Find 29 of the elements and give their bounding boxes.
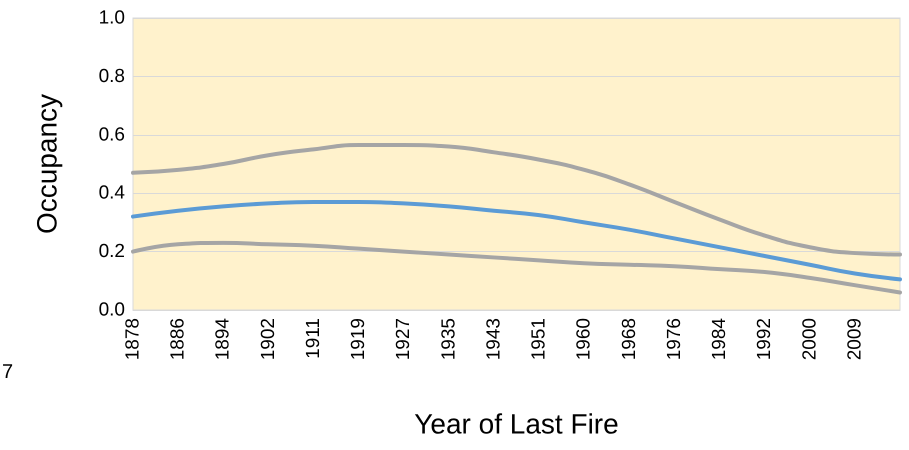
x-tick-label: 1902: [258, 318, 279, 360]
text: 7: [2, 361, 14, 383]
x-tick-label: 1992: [754, 318, 776, 360]
x-tick-label: 1968: [618, 318, 640, 360]
x-tick-label: 1927: [393, 318, 414, 360]
y-tick-label: 0.2: [98, 241, 125, 262]
x-tick-label: 1894: [212, 318, 234, 360]
x-tick-label: 1878: [122, 318, 144, 360]
y-tick-label: 0.6: [98, 124, 125, 146]
line-series: [131, 200, 902, 282]
x-tick-label: 1951: [528, 318, 550, 360]
y-tick-label: 0.4: [98, 182, 126, 204]
x-axis-title: Year of Last Fire: [414, 408, 619, 440]
x-tick-label: 1919: [348, 318, 370, 360]
x-tick-label: 1943: [483, 318, 504, 360]
y-tick-label: 0.8: [98, 66, 125, 87]
x-tick-label: 1976: [664, 318, 685, 360]
x-tick-label: 1935: [438, 318, 460, 360]
x-tick-label: 1984: [709, 318, 730, 360]
y-tick-label: 1.0: [98, 8, 125, 28]
y-axis-title: Occupancy: [32, 94, 62, 234]
x-tick-label: 2000: [799, 318, 820, 360]
line-series: [131, 143, 902, 257]
y-tick-label: 0.0: [98, 300, 125, 320]
line-series: [131, 240, 902, 294]
x-tick-label: 2009: [844, 318, 866, 360]
x-tick-label: 1911: [302, 318, 324, 359]
x-tick-label: 1886: [168, 318, 189, 360]
x-tick-label: 1960: [574, 318, 595, 360]
